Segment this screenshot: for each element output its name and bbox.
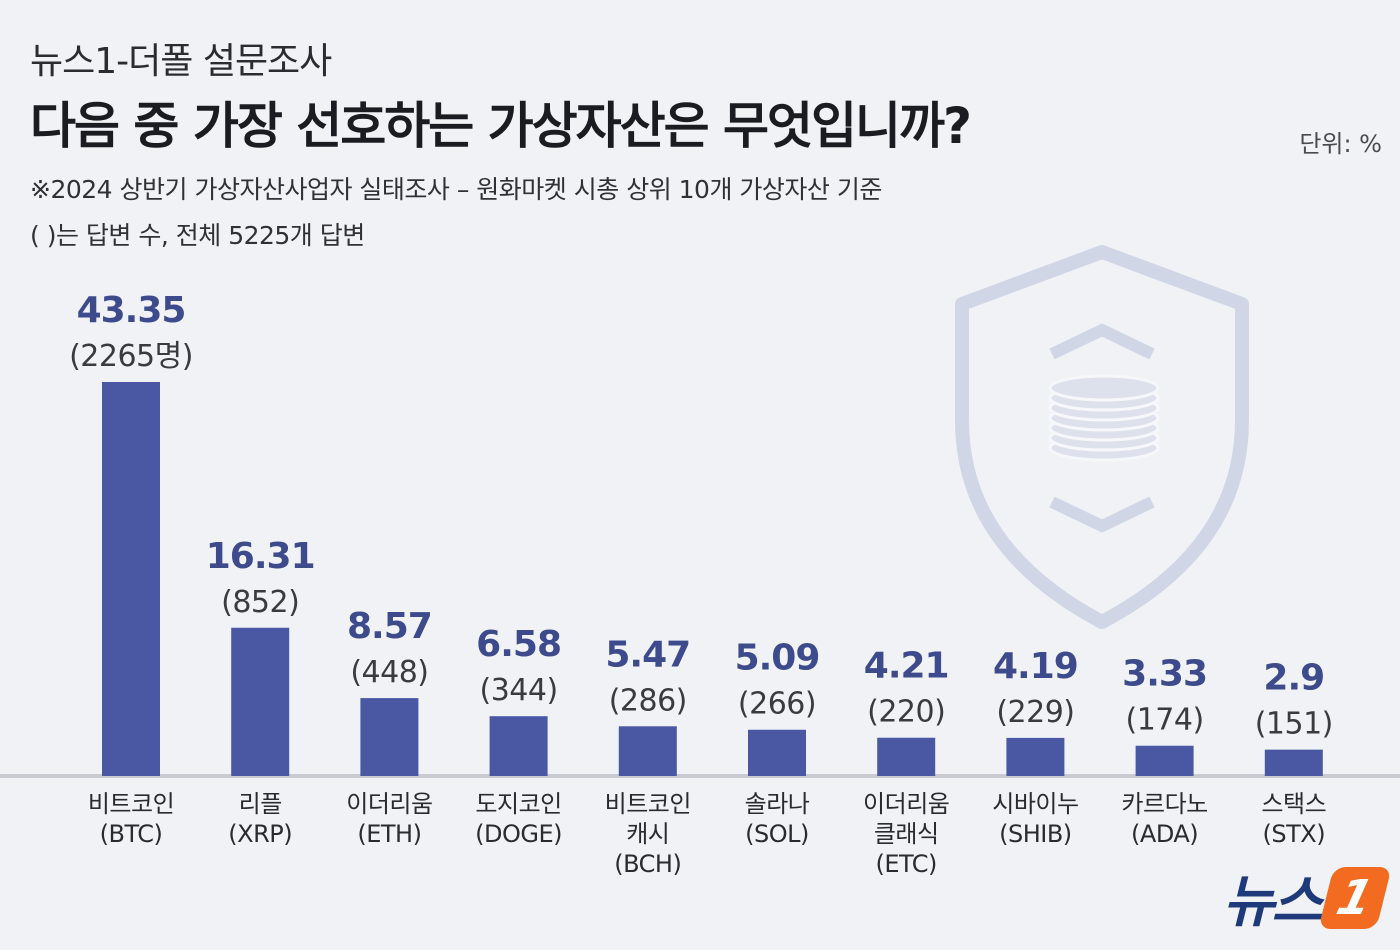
bar [618, 726, 677, 776]
category-label: 비트코인 [605, 790, 691, 818]
bar [1264, 749, 1323, 776]
category-label: 캐시 [626, 820, 669, 848]
category-label: 스택스 [1261, 790, 1326, 818]
category-label: (XRP) [228, 820, 292, 848]
category-label: 시바이누 [992, 790, 1078, 818]
count-note: ( )는 답변 수, 전체 5225개 답변 [30, 221, 365, 250]
source-note: ※2024 상반기 가상자산사업자 실태조사 – 원화마켓 시총 상위 10개 … [30, 175, 882, 204]
count-label: (344) [480, 673, 558, 708]
bar [1006, 737, 1065, 776]
count-label: (852) [221, 585, 299, 620]
category-label: 이더리움 [863, 790, 949, 818]
value-label: 8.57 [347, 606, 432, 647]
bar [489, 716, 548, 776]
shield-coin-icon [955, 245, 1249, 629]
value-label: 4.21 [864, 646, 949, 687]
category-label: 도지코인 [475, 790, 561, 818]
category-label: (ADA) [1131, 820, 1198, 848]
category-label: 이더리움 [346, 790, 432, 818]
category-label: (SOL) [745, 820, 809, 848]
count-label: (2265명) [69, 339, 193, 374]
value-label: 4.19 [993, 646, 1078, 687]
logo-text: 뉴스 [1222, 870, 1323, 935]
bar [1135, 745, 1194, 776]
category-label: (BCH) [614, 850, 681, 878]
count-label: (229) [996, 695, 1074, 730]
logo-mark: 1 [1318, 866, 1392, 929]
value-label: 6.58 [476, 624, 561, 665]
category-label: 솔라나 [745, 790, 810, 818]
value-label: 2.9 [1263, 658, 1324, 699]
value-label: 3.33 [1122, 654, 1207, 695]
bar [877, 737, 936, 776]
category-label: 카르다노 [1121, 790, 1207, 818]
count-label: (266) [738, 687, 816, 722]
category-label: (ETH) [357, 820, 421, 848]
category-label: (SHIB) [999, 820, 1072, 848]
value-label: 16.31 [206, 536, 315, 577]
count-label: (448) [350, 655, 428, 690]
count-label: (286) [609, 683, 687, 718]
value-label: 43.35 [77, 290, 186, 331]
bar [102, 382, 160, 776]
category-label: 비트코인 [88, 790, 174, 818]
category-label: (BTC) [100, 820, 163, 848]
category-label: (STX) [1263, 820, 1326, 848]
count-label: (174) [1126, 703, 1204, 738]
news1-logo: 뉴스 1 [1222, 857, 1392, 938]
logo-mark-digit: 1 [1331, 869, 1379, 926]
value-label: 5.09 [735, 638, 820, 679]
category-label: 클래식 [874, 820, 939, 848]
count-label: (220) [867, 695, 945, 730]
bar [360, 698, 419, 776]
page-kicker: 뉴스1-더폴 설문조사 [30, 41, 332, 82]
page-title: 다음 중 가장 선호하는 가상자산은 무엇입니까? [30, 97, 972, 155]
value-label: 5.47 [605, 634, 690, 675]
category-label: 리플 [239, 790, 282, 818]
bar [231, 627, 290, 776]
unit-label: 단위: % [1299, 130, 1382, 158]
category-label: (DOGE) [475, 820, 562, 848]
category-label: (ETC) [875, 850, 936, 878]
count-label: (151) [1255, 707, 1333, 742]
bar [748, 729, 806, 776]
